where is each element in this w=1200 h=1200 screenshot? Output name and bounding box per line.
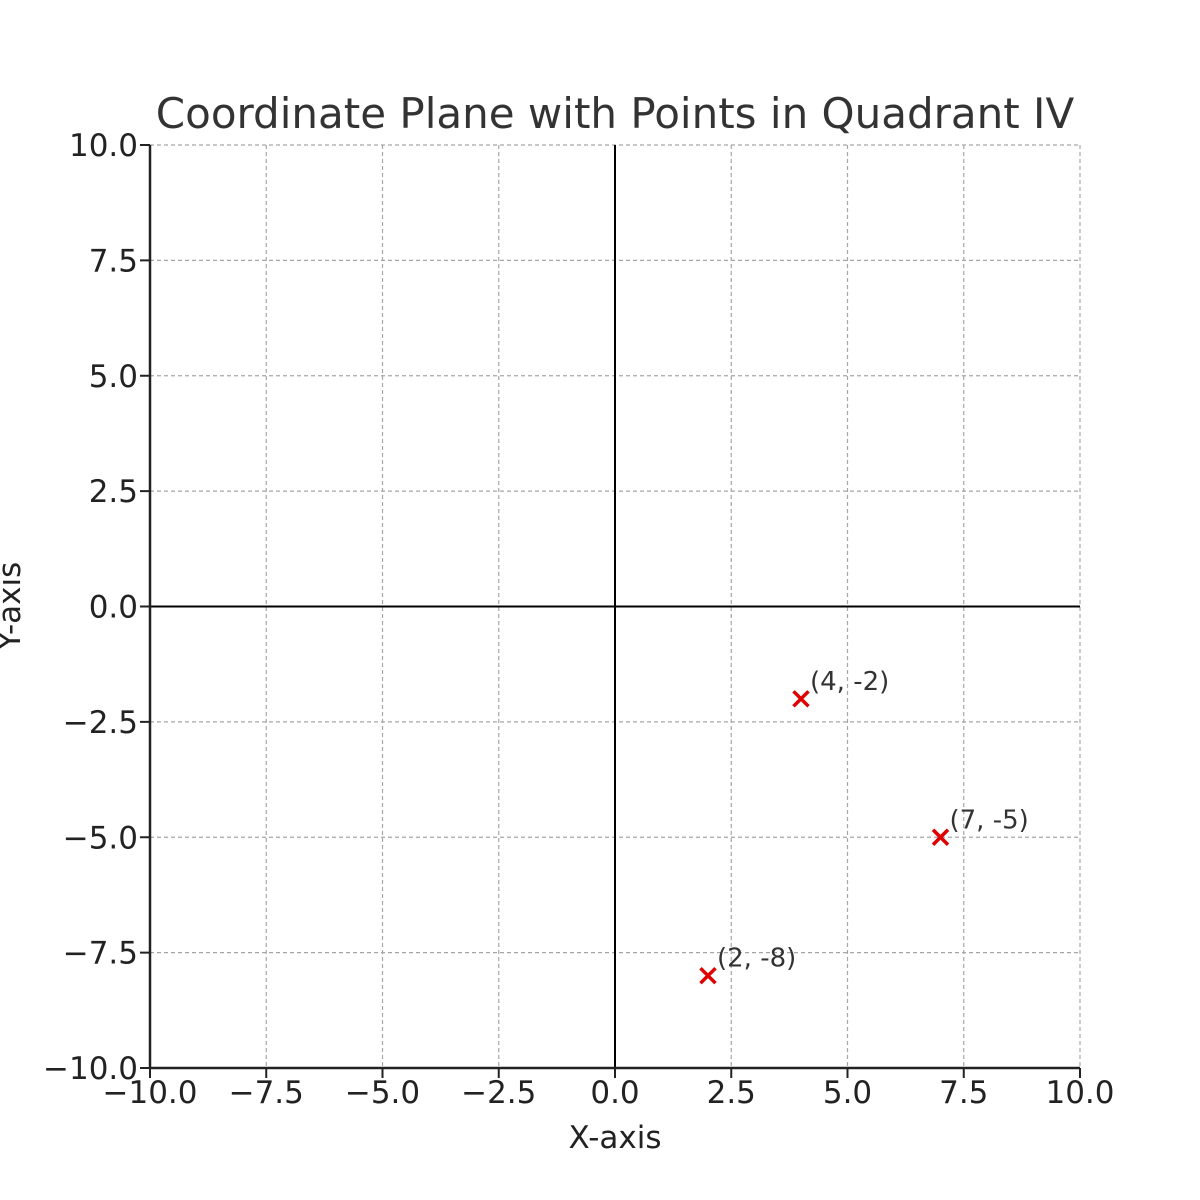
x-tick-label: 2.5 <box>707 1075 756 1111</box>
y-tick-label: 2.5 <box>89 474 138 510</box>
data-point <box>792 690 810 708</box>
point-label: (2, -8) <box>717 944 796 974</box>
x-tick-label: −7.5 <box>229 1075 304 1111</box>
data-points: (4, -2) (7, -5) (2, -8) <box>699 667 1029 985</box>
data-point <box>931 828 950 846</box>
x-tick-label: −5.0 <box>345 1075 420 1111</box>
y-tick-label: −2.5 <box>63 705 138 741</box>
point-label: (7, -5) <box>950 805 1029 835</box>
y-tick-label: 10.0 <box>69 128 138 164</box>
x-tick-label: −2.5 <box>461 1075 536 1111</box>
chart-title: Coordinate Plane with Points in Quadrant… <box>156 89 1075 138</box>
point-marker-stroke <box>792 690 810 708</box>
x-tick-label: 0.0 <box>590 1075 639 1111</box>
x-tick-label: 7.5 <box>939 1075 988 1111</box>
y-tick-label: −7.5 <box>63 936 138 972</box>
x-axis-label: X-axis <box>569 1120 662 1156</box>
point-marker-stroke <box>699 966 717 985</box>
y-tick-label: 5.0 <box>89 359 138 395</box>
y-tick-label: 7.5 <box>89 243 138 279</box>
y-tick-label: 0.0 <box>89 590 138 626</box>
origin-axes <box>150 145 1080 1068</box>
x-tick-label: −10.0 <box>103 1075 198 1111</box>
axis-ticks: −10.0 −7.5 −5.0 −2.5 0.0 2.5 5.0 7.5 10.0 −10.0 −7… <box>43 128 1115 1111</box>
y-tick-label: −5.0 <box>63 820 138 856</box>
y-axis-label: Y-axis <box>0 562 28 652</box>
point-marker-stroke <box>931 828 950 846</box>
data-point <box>699 966 717 985</box>
x-tick-label: 10.0 <box>1045 1075 1114 1111</box>
x-tick-label: 5.0 <box>823 1075 872 1111</box>
y-tick-label: −10.0 <box>43 1051 138 1087</box>
point-label: (4, -2) <box>810 667 889 697</box>
